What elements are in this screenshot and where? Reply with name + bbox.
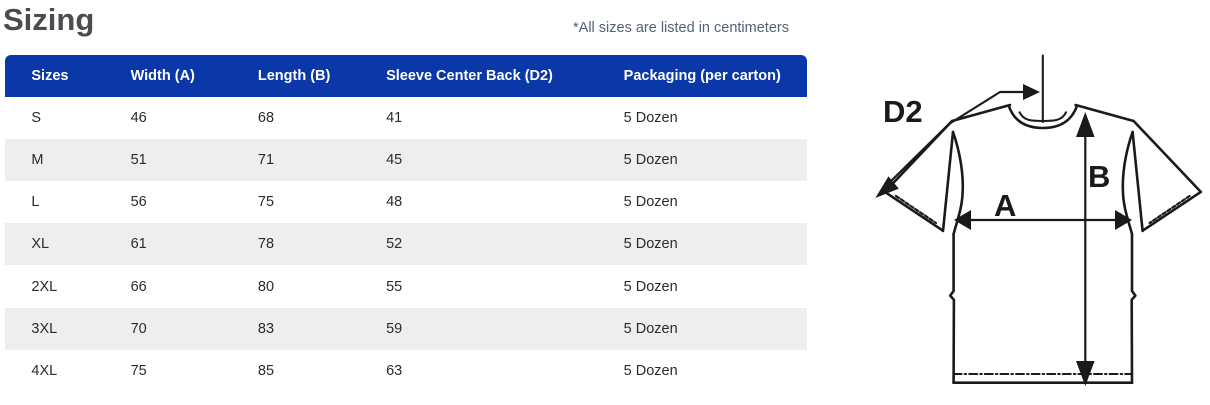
svg-text:D2: D2 (883, 94, 923, 129)
svg-text:A: A (994, 188, 1016, 223)
svg-text:B: B (1088, 159, 1110, 194)
